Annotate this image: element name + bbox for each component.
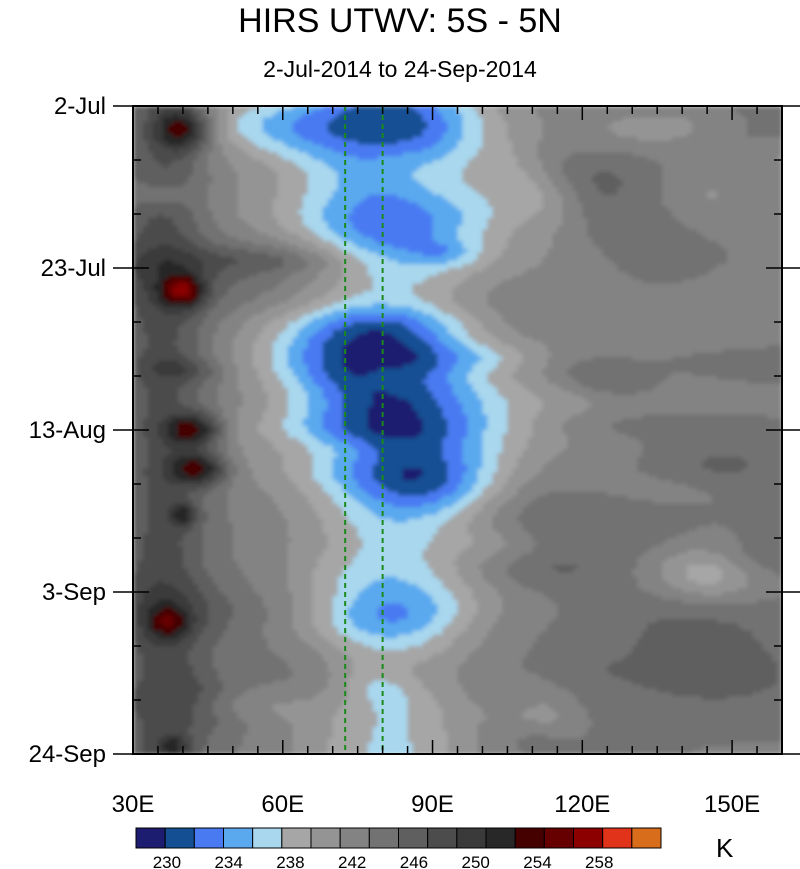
heatmap-cells (133, 106, 783, 755)
colorbar-swatch (369, 828, 398, 848)
colorbar-swatch (457, 828, 486, 848)
colorbar-label: 254 (523, 853, 551, 869)
y-tick-label: 2-Jul (54, 93, 106, 120)
colorbar-swatch (574, 828, 603, 848)
colorbar-swatch (224, 828, 253, 848)
colorbar-label: 238 (276, 853, 304, 869)
colorbar-swatch (340, 828, 369, 848)
colorbar-label: 234 (214, 853, 242, 869)
x-tick-label: 60E (261, 791, 304, 818)
colorbar: 230 234 238 242 246 250 254 258 (136, 828, 661, 869)
colorbar-label: 246 (400, 853, 428, 869)
colorbar-swatch (399, 828, 428, 848)
colorbar-swatch (515, 828, 544, 848)
colorbar-swatch (136, 828, 165, 848)
colorbar-unit: K (716, 833, 733, 864)
y-tick-label: 3-Sep (42, 579, 106, 606)
colorbar-label: 250 (462, 853, 490, 869)
colorbar-label: 230 (153, 853, 181, 869)
colorbar-swatch (632, 828, 661, 848)
y-tick-label: 13-Aug (29, 417, 106, 444)
colorbar-swatch (544, 828, 573, 848)
colorbar-swatch (194, 828, 223, 848)
colorbar-label: 258 (585, 853, 613, 869)
colorbar-swatch (311, 828, 340, 848)
heatmap-field (133, 106, 783, 755)
y-tick-label: 23-Jul (41, 255, 106, 282)
x-tick-label: 90E (411, 791, 454, 818)
colorbar-swatch (165, 828, 194, 848)
x-tick-label: 120E (554, 791, 610, 818)
colorbar-swatch (486, 828, 515, 848)
y-tick-label: 24-Sep (29, 741, 106, 768)
colorbar-swatch (282, 828, 311, 848)
colorbar-swatch (603, 828, 632, 848)
colorbar-swatch (253, 828, 282, 848)
x-tick-label: 150E (704, 791, 760, 818)
colorbar-label: 242 (338, 853, 366, 869)
x-tick-label: 30E (112, 791, 155, 818)
colorbar-swatch (428, 828, 457, 848)
